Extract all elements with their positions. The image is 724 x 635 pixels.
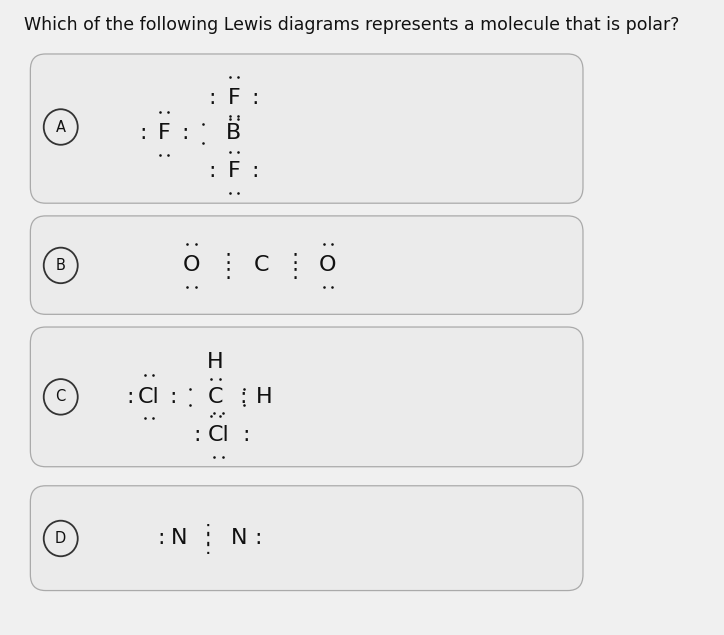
Text: :: : <box>205 519 211 538</box>
Point <box>237 384 249 394</box>
Text: :: : <box>251 88 258 109</box>
Point <box>232 188 244 198</box>
Point <box>232 147 244 157</box>
Text: :: : <box>182 123 189 144</box>
Point <box>197 119 209 129</box>
Point <box>327 239 338 249</box>
Point <box>147 370 159 380</box>
Text: :: : <box>291 248 298 268</box>
Text: C: C <box>208 387 223 407</box>
Circle shape <box>43 109 77 145</box>
Point <box>184 400 195 410</box>
Text: :: : <box>127 387 135 407</box>
Text: H: H <box>207 352 224 372</box>
Point <box>139 413 151 424</box>
Text: :: : <box>205 539 211 558</box>
Point <box>214 411 226 421</box>
Point <box>162 107 174 117</box>
Text: Cl: Cl <box>208 425 230 445</box>
Text: B: B <box>226 123 241 144</box>
Point <box>214 375 226 385</box>
Text: :: : <box>291 263 298 283</box>
FancyBboxPatch shape <box>30 54 583 203</box>
Point <box>162 150 174 160</box>
Text: O: O <box>319 255 337 276</box>
Text: :: : <box>224 263 231 283</box>
Point <box>232 72 244 82</box>
Text: :: : <box>205 529 211 548</box>
Text: O: O <box>182 255 200 276</box>
Point <box>181 282 193 292</box>
Point <box>190 282 201 292</box>
Circle shape <box>43 248 77 283</box>
FancyBboxPatch shape <box>30 327 583 467</box>
Point <box>224 111 235 121</box>
Text: :: : <box>254 528 262 549</box>
Point <box>154 107 166 117</box>
Circle shape <box>43 521 77 556</box>
Text: :: : <box>239 387 247 407</box>
Point <box>318 282 329 292</box>
Text: :: : <box>251 161 258 182</box>
Point <box>224 147 235 157</box>
Text: :: : <box>209 88 216 109</box>
Text: :: : <box>157 528 164 549</box>
Point <box>147 413 159 424</box>
Text: F: F <box>227 161 240 182</box>
FancyBboxPatch shape <box>30 486 583 591</box>
Point <box>327 282 338 292</box>
Text: F: F <box>158 123 170 144</box>
Text: C: C <box>56 389 66 404</box>
FancyBboxPatch shape <box>30 216 583 314</box>
Circle shape <box>43 379 77 415</box>
Text: C: C <box>253 255 269 276</box>
Point <box>154 150 166 160</box>
Text: :: : <box>169 387 177 407</box>
Point <box>232 111 244 121</box>
Text: :: : <box>243 425 250 445</box>
Point <box>224 114 235 124</box>
Text: F: F <box>227 88 240 109</box>
Point <box>217 408 229 418</box>
Text: :: : <box>224 248 231 268</box>
Text: A: A <box>56 119 66 135</box>
Text: N: N <box>171 528 188 549</box>
Point <box>224 188 235 198</box>
Point <box>209 408 220 418</box>
Point <box>206 375 217 385</box>
Text: Cl: Cl <box>138 387 160 407</box>
Point <box>190 239 201 249</box>
Point <box>237 400 249 410</box>
Point <box>206 411 217 421</box>
Point <box>224 72 235 82</box>
Text: :: : <box>209 161 216 182</box>
Text: :: : <box>139 123 146 144</box>
Text: D: D <box>55 531 67 546</box>
Text: H: H <box>256 387 272 407</box>
Point <box>184 384 195 394</box>
Text: :: : <box>193 425 201 445</box>
Text: B: B <box>56 258 66 273</box>
Point <box>318 239 329 249</box>
Text: Which of the following Lewis diagrams represents a molecule that is polar?: Which of the following Lewis diagrams re… <box>25 16 680 34</box>
Point <box>197 138 209 148</box>
Point <box>217 451 229 462</box>
Point <box>209 451 220 462</box>
Point <box>232 114 244 124</box>
Point <box>181 239 193 249</box>
Point <box>139 370 151 380</box>
Text: N: N <box>230 528 247 549</box>
